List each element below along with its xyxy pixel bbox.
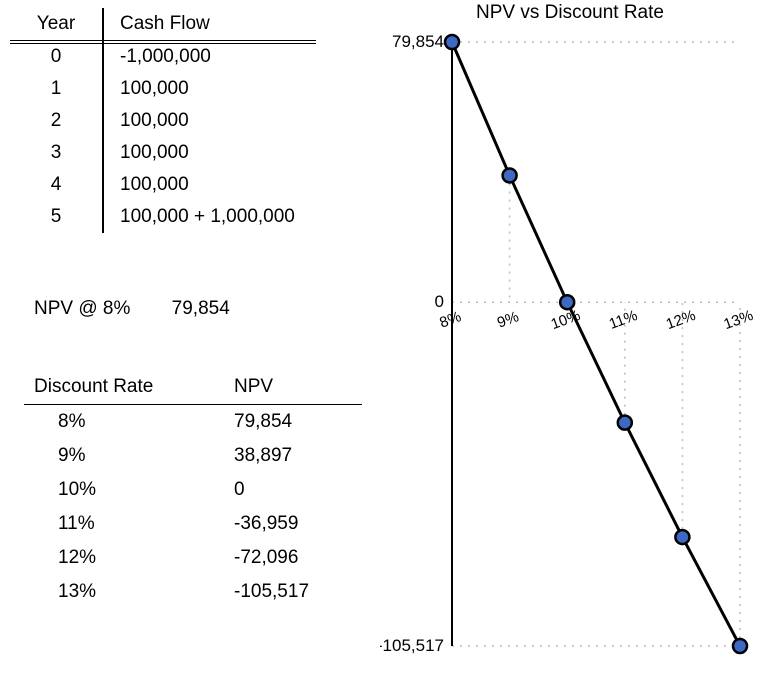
y-tick-bottom: -105,517 (380, 636, 444, 655)
dr-rate: 11% (24, 507, 216, 541)
dr-npv: 79,854 (216, 405, 362, 440)
table-row: 11%-36,959 (24, 507, 362, 541)
cashflow-year: 3 (10, 137, 103, 169)
table-row: 8%79,854 (24, 405, 362, 440)
dr-rate: 8% (24, 405, 216, 440)
npv-at-line: NPV @ 8% 79,854 (34, 298, 230, 320)
dr-body: 8%79,8549%38,89710%011%-36,95912%-72,096… (24, 405, 362, 610)
dr-header-rate: Discount Rate (24, 370, 216, 405)
dr-header-npv: NPV (216, 370, 362, 405)
chart-point (733, 639, 747, 653)
cashflow-value: 100,000 (103, 105, 316, 137)
npv-at-label: NPV @ 8% (34, 298, 130, 320)
cashflow-year: 2 (10, 105, 103, 137)
npv-chart: NPV vs Discount Rate 79,854 0 -105,517 8% 9%… (380, 2, 760, 682)
dr-rate: 13% (24, 575, 216, 609)
cashflow-header-year: Year (10, 8, 103, 41)
dr-rate: 9% (24, 439, 216, 473)
chart-svg: 79,854 0 -105,517 8% 9% 10% 11% 12% 13% (380, 26, 760, 676)
cashflow-year: 5 (10, 201, 103, 233)
dr-npv: -105,517 (216, 575, 362, 609)
cashflow-year: 1 (10, 73, 103, 105)
table-row: 12%-72,096 (24, 541, 362, 575)
dr-npv: 38,897 (216, 439, 362, 473)
y-tick-zero: 0 (435, 292, 444, 311)
dr-npv: 0 (216, 473, 362, 507)
dr-npv: -36,959 (216, 507, 362, 541)
table-row: 2100,000 (10, 105, 316, 137)
cashflow-body: 0-1,000,0001100,0002100,0003100,0004100,… (10, 41, 316, 234)
table-row: 9%38,897 (24, 439, 362, 473)
table-row: 10%0 (24, 473, 362, 507)
chart-point (675, 530, 689, 544)
cashflow-value: 100,000 (103, 169, 316, 201)
cashflow-year: 0 (10, 41, 103, 74)
table-row: 5100,000 + 1,000,000 (10, 201, 316, 233)
x-tick-label: 12% (664, 307, 698, 333)
chart-point (618, 416, 632, 430)
cashflow-value: 100,000 (103, 137, 316, 169)
dr-npv: -72,096 (216, 541, 362, 575)
discount-rate-table: Discount Rate NPV 8%79,8549%38,89710%011… (24, 370, 362, 609)
table-row: 0-1,000,000 (10, 41, 316, 74)
cashflow-header-flow: Cash Flow (103, 8, 316, 41)
x-tick-label: 13% (721, 307, 755, 333)
cashflow-value: -1,000,000 (103, 41, 316, 74)
cashflow-value: 100,000 + 1,000,000 (103, 201, 316, 233)
page: Year Cash Flow 0-1,000,0001100,0002100,0… (0, 0, 768, 689)
chart-line (452, 42, 740, 646)
npv-at-value: 79,854 (172, 298, 230, 319)
table-row: 1100,000 (10, 73, 316, 105)
x-tick-label: 11% (607, 307, 640, 333)
cashflow-table: Year Cash Flow 0-1,000,0001100,0002100,0… (10, 8, 316, 233)
y-tick-top: 79,854 (392, 32, 444, 51)
chart-title: NPV vs Discount Rate (380, 2, 760, 24)
dr-rate: 12% (24, 541, 216, 575)
chart-point (445, 35, 459, 49)
x-tick-label: 8% (437, 308, 463, 331)
chart-point (503, 168, 517, 182)
x-tick-label: 9% (495, 308, 521, 331)
table-row: 13%-105,517 (24, 575, 362, 609)
table-row: 3100,000 (10, 137, 316, 169)
dr-rate: 10% (24, 473, 216, 507)
chart-point (560, 295, 574, 309)
cashflow-value: 100,000 (103, 73, 316, 105)
x-tick-label: 10% (549, 307, 583, 333)
table-row: 4100,000 (10, 169, 316, 201)
cashflow-year: 4 (10, 169, 103, 201)
